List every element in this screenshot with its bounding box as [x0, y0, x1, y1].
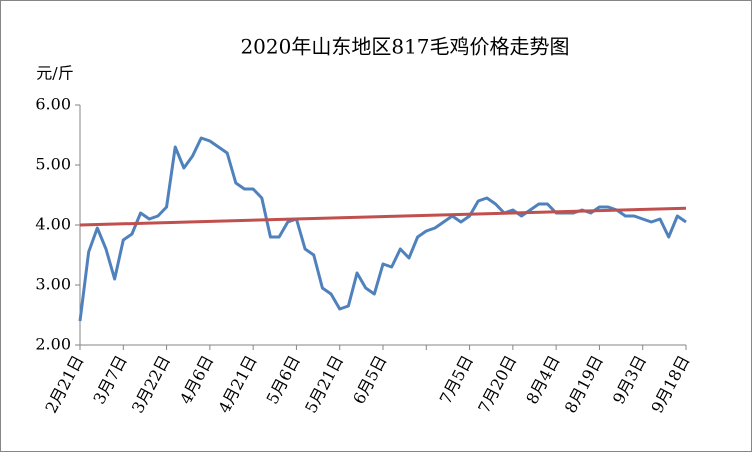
y-tick-label: 3.00 [35, 275, 71, 294]
chart-title: 2020年山东地区817毛鸡价格走势图 [240, 35, 569, 59]
y-tick-label: 5.00 [35, 155, 71, 174]
trend-line [79, 206, 687, 227]
y-tick-label: 2.00 [35, 335, 71, 354]
y-tick-label: 4.00 [35, 215, 71, 234]
y-tick-label: 6.00 [35, 95, 71, 114]
y-unit: 元/斤 [36, 64, 73, 83]
